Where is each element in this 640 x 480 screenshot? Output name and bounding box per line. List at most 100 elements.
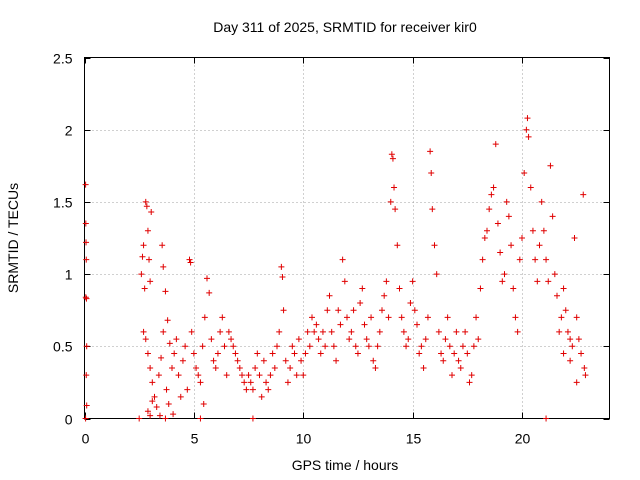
data-point <box>370 357 377 364</box>
data-point <box>571 235 578 241</box>
data-point <box>149 379 156 386</box>
data-point <box>466 379 473 386</box>
data-point <box>368 314 375 321</box>
data-point <box>153 403 160 410</box>
data-point <box>151 393 158 400</box>
data-point <box>322 343 329 350</box>
data-point <box>83 372 90 379</box>
data-point <box>241 379 248 386</box>
data-point <box>256 372 263 379</box>
data-point <box>486 206 493 213</box>
data-point <box>83 295 90 302</box>
data-point <box>455 357 462 364</box>
data-point <box>147 364 154 371</box>
data-point <box>298 357 305 364</box>
data-point <box>278 263 285 270</box>
data-point <box>83 256 90 263</box>
data-point <box>536 242 543 249</box>
data-point <box>208 336 215 343</box>
data-point <box>376 328 383 335</box>
data-point <box>420 364 427 371</box>
data-point <box>287 364 294 371</box>
data-point <box>82 181 89 188</box>
data-point <box>326 292 333 299</box>
data-point <box>309 314 315 321</box>
data-point <box>141 285 148 292</box>
data-point <box>564 328 571 335</box>
data-point <box>165 401 172 408</box>
data-point <box>83 239 90 246</box>
data-point <box>543 415 550 422</box>
data-point <box>396 285 403 292</box>
data-point <box>379 307 385 314</box>
data-point <box>569 343 576 350</box>
y-tick-label: 2 <box>65 123 73 139</box>
data-point <box>492 141 499 148</box>
data-point <box>166 340 173 347</box>
data-point <box>387 198 394 205</box>
data-point <box>363 336 370 343</box>
data-point <box>573 379 580 386</box>
data-point <box>470 343 477 350</box>
data-point <box>560 350 567 357</box>
data-point <box>236 364 243 371</box>
data-point <box>146 256 153 263</box>
data-point <box>556 328 563 335</box>
data-point <box>477 285 484 292</box>
data-point <box>302 350 309 357</box>
data-point <box>252 364 259 371</box>
data-point <box>140 328 147 335</box>
data-point <box>381 292 388 299</box>
data-point <box>554 292 560 299</box>
data-point <box>140 242 147 249</box>
data-point <box>389 155 396 162</box>
data-point <box>414 321 420 328</box>
data-point <box>232 350 239 357</box>
data-point <box>164 317 171 324</box>
data-point <box>512 314 519 321</box>
data-point <box>184 386 191 393</box>
y-tick-label: 2.5 <box>53 51 73 67</box>
x-tick-label: 20 <box>515 431 531 447</box>
data-point <box>519 235 525 241</box>
data-point <box>280 307 287 314</box>
data-point <box>359 285 366 292</box>
data-point <box>249 386 256 393</box>
data-point <box>383 278 390 285</box>
data-point <box>567 336 574 343</box>
data-point <box>392 206 399 213</box>
data-point <box>435 328 442 335</box>
data-point <box>494 220 501 227</box>
x-axis-label: GPS time / hours <box>292 457 399 473</box>
data-point <box>170 411 177 418</box>
data-point <box>175 372 182 379</box>
data-point <box>547 162 554 169</box>
data-point <box>337 321 344 328</box>
data-point <box>468 372 475 379</box>
data-point <box>524 115 531 122</box>
data-point <box>505 213 512 220</box>
data-point <box>144 227 151 234</box>
data-point <box>344 314 350 321</box>
data-point <box>475 336 482 343</box>
data-point <box>169 364 175 371</box>
data-point <box>388 151 395 158</box>
data-point <box>200 401 207 408</box>
data-point <box>529 227 536 234</box>
data-point <box>234 357 241 364</box>
data-point <box>582 372 589 379</box>
data-point <box>245 372 252 379</box>
data-point <box>499 278 506 285</box>
x-tick-label: 5 <box>191 431 199 447</box>
data-point <box>197 415 204 422</box>
data-point <box>521 170 528 177</box>
data-point <box>433 271 440 278</box>
data-point <box>442 336 449 343</box>
data-point <box>304 328 311 335</box>
data-point <box>428 170 435 177</box>
data-point <box>411 307 418 314</box>
data-point <box>490 184 497 191</box>
data-point <box>136 415 143 422</box>
data-point <box>484 227 490 234</box>
